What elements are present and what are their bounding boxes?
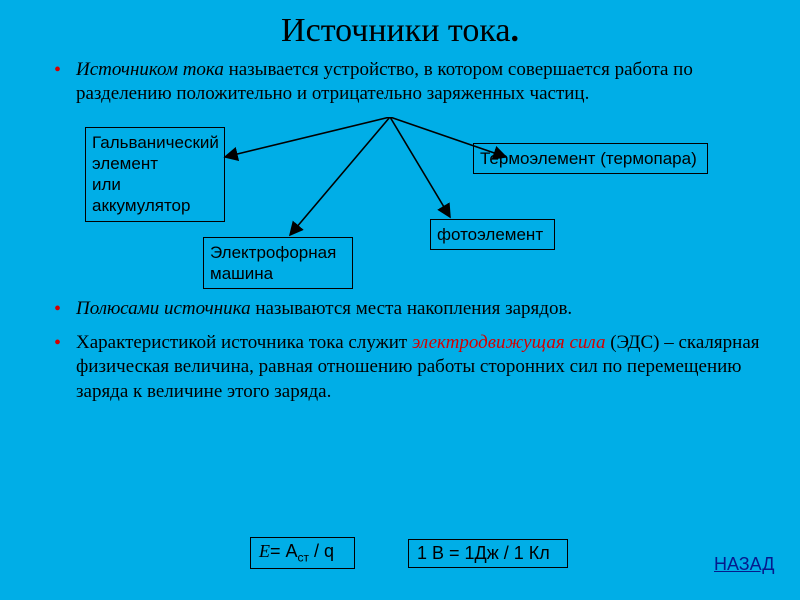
title-text: Источники тока [281, 12, 510, 49]
text-run: электродвижущая сила [412, 332, 606, 353]
text-run: Характеристикой источника тока служит [76, 332, 412, 353]
text-run: называются места накопления зарядов. [251, 298, 573, 319]
node-galvanic: Гальванический элементили аккумулятор [85, 127, 225, 222]
bullets-top: Источником тока называется устройство, в… [54, 58, 770, 107]
node-thermo: Термоэлемент (термопара) [473, 143, 708, 174]
node-photo: фотоэлемент [430, 219, 555, 250]
slide: Источники тока. Источником тока называет… [0, 0, 800, 600]
diagram: Гальванический элементили аккумулятор Тер… [30, 117, 770, 297]
back-link[interactable]: НАЗАД [714, 554, 774, 575]
bullet-item: Источником тока называется устройство, в… [54, 58, 770, 107]
bullet-item: Полюсами источника называются места нако… [54, 297, 770, 321]
text-run: Полюсами источника [76, 298, 251, 319]
formula-volt: 1 В = 1Дж / 1 Кл [408, 539, 568, 568]
node-electrofor: Электрофорная машина [203, 237, 353, 290]
title-dot: . [510, 12, 519, 49]
bullets-bottom: Полюсами источника называются места нако… [54, 297, 770, 404]
text-run: Источником тока [76, 59, 224, 80]
bullet-item: Характеристикой источника тока служит эл… [54, 331, 770, 404]
slide-title: Источники тока. [30, 12, 770, 50]
formula-emf: E= Аст / q [250, 537, 355, 569]
